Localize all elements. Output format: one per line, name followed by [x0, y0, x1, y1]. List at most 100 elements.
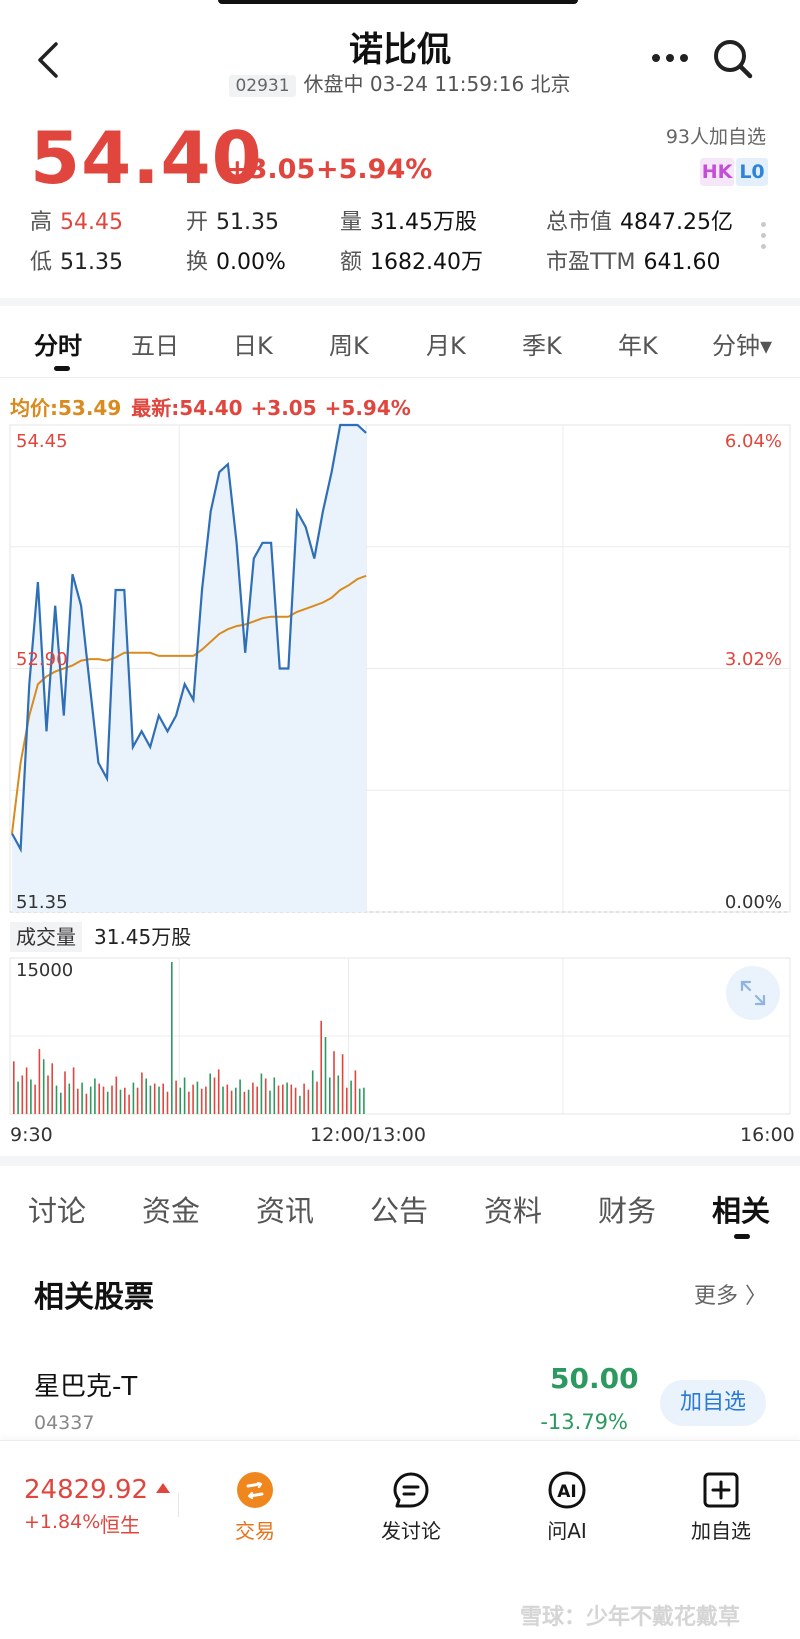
tab-minute-dropdown[interactable]: 分钟▾ [712, 332, 773, 360]
tab-intraday[interactable]: 分时 [34, 332, 82, 360]
legend-change: +3.05 [250, 396, 317, 420]
intraday-price-chart[interactable]: 54.45 52.90 51.35 6.04% 3.02% 0.00% [0, 420, 800, 920]
volume-bar [346, 1087, 348, 1114]
more-dots-icon [652, 54, 688, 62]
volume-bar [188, 1091, 190, 1114]
chat-bubble-icon [393, 1472, 429, 1508]
volume-bar [196, 1081, 199, 1114]
tab-five-day[interactable]: 五日 [131, 332, 179, 360]
volume-bar [252, 1082, 254, 1114]
post-discussion-button[interactable]: 发讨论 [356, 1471, 466, 1551]
stat-high: 高 54.45 [30, 210, 123, 235]
last-price: 54.40 [30, 116, 263, 200]
volume-bar [171, 962, 173, 1114]
volume-bar [329, 1077, 331, 1114]
volume-bar [303, 1083, 305, 1114]
related-stock-name[interactable]: 星巴克-T [34, 1372, 138, 1402]
volume-bars [13, 962, 365, 1114]
tab-yearly-k[interactable]: 年K [618, 332, 658, 360]
price-line [11, 423, 367, 854]
volume-bar [213, 1077, 216, 1114]
volume-bar [47, 1075, 49, 1114]
y-tick-low: 51.35 [16, 892, 68, 913]
volume-bar [141, 1072, 143, 1114]
stat-low: 低 51.35 [30, 250, 123, 275]
volume-chart-grid [9, 957, 791, 1115]
camera-notch [218, 0, 578, 4]
stat-market-cap: 总市值 4847.25亿 [546, 210, 733, 235]
market-status: 休盘中 03-24 11:59:16 北京 [303, 72, 571, 96]
volume-bar [158, 1086, 160, 1114]
expand-chart-button[interactable] [726, 966, 780, 1020]
hsi-index-value[interactable]: 24829.92 [24, 1475, 149, 1505]
volume-bar [209, 1073, 211, 1114]
volume-bar [256, 1086, 258, 1114]
time-open: 9:30 [10, 1124, 53, 1146]
related-stock-code: 04337 [34, 1412, 95, 1434]
tab-related[interactable]: 相关 [712, 1194, 771, 1228]
y-tick-high: 54.45 [16, 431, 68, 452]
stock-subline: 02931 休盘中 03-24 11:59:16 北京 [0, 68, 800, 97]
volume-bar [162, 1083, 164, 1114]
volume-bar [55, 1085, 58, 1114]
period-tabs: 分时 五日 日K 周K 月K 季K 年K 分钟▾ [0, 310, 800, 378]
volume-bar [243, 1091, 246, 1114]
ask-ai-button[interactable]: AI 问AI [512, 1471, 622, 1551]
volume-bar [311, 1070, 314, 1114]
tab-financials[interactable]: 财务 [598, 1194, 657, 1228]
volume-bar [222, 1086, 224, 1114]
volume-bar [72, 1067, 75, 1114]
more-options-button[interactable] [648, 46, 692, 70]
volume-bar [217, 1069, 220, 1114]
volume-bar [149, 1085, 152, 1114]
time-lunch: 12:00/13:00 [310, 1124, 426, 1146]
tab-announcements[interactable]: 公告 [370, 1194, 429, 1228]
search-button[interactable] [710, 36, 756, 82]
volume-bar [115, 1076, 118, 1114]
trade-button[interactable]: 交易 [200, 1471, 310, 1551]
tab-capital[interactable]: 资金 [142, 1194, 201, 1228]
volume-bar [363, 1087, 365, 1114]
volume-bar [94, 1078, 96, 1114]
bottom-toolbar: 24829.92 +1.84% 恒生 交易 发讨论 AI 问AI 加自选 [0, 1440, 800, 1639]
volume-bar [260, 1073, 263, 1114]
volume-bar [316, 1081, 318, 1114]
y-pct-low: 0.00% [725, 892, 782, 913]
related-more-link[interactable]: 更多 〉 [694, 1284, 767, 1309]
volume-bar [102, 1086, 105, 1114]
volume-bar [64, 1071, 66, 1114]
back-button[interactable] [30, 38, 70, 82]
volume-bar [124, 1087, 126, 1114]
volume-bar [81, 1082, 83, 1114]
volume-bar [85, 1093, 88, 1114]
tab-discussion[interactable]: 讨论 [28, 1194, 87, 1228]
volume-bar [25, 1067, 28, 1114]
volume-bar [21, 1075, 24, 1114]
volume-bar [38, 1049, 41, 1114]
volume-bar [273, 1077, 276, 1114]
volume-bar [350, 1080, 352, 1114]
volume-bar [119, 1089, 122, 1114]
volume-bar [34, 1084, 36, 1114]
tab-quarterly-k[interactable]: 季K [522, 332, 562, 360]
volume-chart[interactable]: 15000 [0, 956, 800, 1120]
tab-news[interactable]: 资讯 [256, 1194, 315, 1228]
trade-label: 交易 [235, 1519, 275, 1543]
tab-weekly-k[interactable]: 周K [329, 332, 369, 360]
volume-bar [68, 1083, 71, 1114]
expand-icon [740, 980, 766, 1006]
volume-bar [333, 1051, 335, 1114]
stat-volume: 量 31.45万股 [340, 210, 477, 235]
add-watchlist-bottom-button[interactable]: 加自选 [666, 1471, 776, 1551]
volume-bar [324, 1037, 327, 1114]
price-area-fill [12, 425, 367, 912]
tab-daily-k[interactable]: 日K [233, 332, 273, 360]
ai-icon: AI [548, 1471, 586, 1509]
stock-code-tag: 02931 [229, 75, 296, 97]
add-watchlist-button[interactable]: 加自选 [660, 1380, 766, 1426]
tab-profile[interactable]: 资料 [484, 1194, 543, 1228]
tab-monthly-k[interactable]: 月K [426, 332, 466, 360]
active-tab-indicator [54, 366, 70, 371]
stats-more-icon[interactable] [758, 222, 768, 256]
header: 诺比侃 02931 休盘中 03-24 11:59:16 北京 [0, 0, 800, 118]
